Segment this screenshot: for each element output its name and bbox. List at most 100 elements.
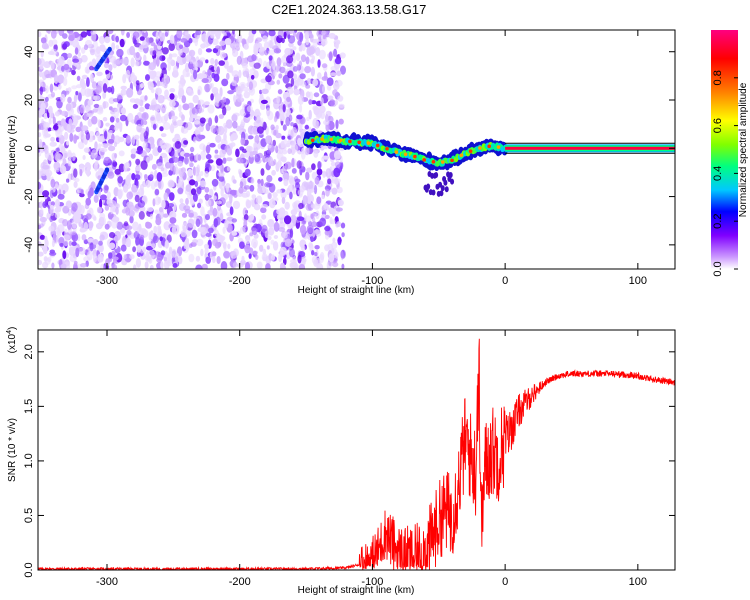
noise-blob (38, 152, 42, 157)
noise-blob (171, 248, 177, 259)
noise-blob (250, 177, 255, 184)
snr-background (38, 330, 675, 570)
noise-blob (108, 242, 116, 250)
noise-blob (229, 64, 234, 74)
noise-blob (168, 192, 175, 201)
noise-blob (195, 134, 203, 142)
noise-blob (115, 207, 119, 215)
noise-blob (257, 186, 264, 194)
noise-blob (322, 155, 330, 160)
noise-blob (42, 201, 47, 209)
track-leak (444, 186, 449, 193)
noise-blob (279, 66, 286, 74)
noise-blob (204, 248, 209, 255)
noise-blob (104, 223, 110, 230)
noise-blob (225, 105, 231, 111)
noise-blob (70, 231, 77, 236)
noise-blob (103, 62, 109, 69)
noise-blob (130, 148, 138, 155)
noise-blob (306, 194, 312, 205)
noise-blob (140, 234, 145, 240)
y-tick-label: 1.5 (23, 399, 35, 414)
noise-blob (38, 190, 43, 196)
noise-blob (200, 226, 208, 236)
noise-blob (39, 200, 44, 210)
noise-blob (115, 117, 120, 123)
noise-blob (214, 229, 219, 237)
noise-blob (308, 46, 315, 55)
noise-blob (108, 200, 117, 208)
noise-blob (192, 239, 199, 244)
noise-blob (332, 89, 338, 96)
noise-blob (181, 212, 188, 218)
noise-blob (205, 214, 210, 221)
noise-blob (257, 178, 261, 185)
noise-blob (183, 152, 191, 158)
noise-blob (40, 50, 44, 58)
noise-blob (155, 217, 162, 226)
noise-blob (49, 189, 54, 199)
noise-blob (287, 70, 294, 79)
noise-blob (44, 144, 49, 155)
noise-blob (81, 234, 87, 241)
noise-blob (160, 167, 165, 172)
noise-blob (47, 152, 54, 161)
noise-blob (204, 163, 212, 172)
track-hotspot (422, 158, 426, 162)
noise-blob (39, 234, 46, 240)
noise-blob (205, 144, 211, 154)
noise-blob (159, 209, 165, 219)
noise-blob (231, 218, 237, 223)
noise-blob (226, 157, 233, 162)
noise-blob (49, 207, 55, 217)
noise-blob (248, 253, 252, 259)
noise-blob (240, 83, 245, 89)
noise-blob (54, 152, 61, 162)
noise-blob (129, 215, 134, 224)
noise-blob (136, 226, 141, 234)
noise-blob (240, 121, 245, 127)
noise-blob (182, 55, 187, 65)
noise-blob (301, 147, 305, 155)
noise-blob (99, 194, 107, 201)
noise-blob (249, 151, 254, 158)
noise-blob (169, 210, 177, 220)
noise-blob (231, 231, 238, 236)
noise-blob (290, 77, 295, 87)
noise-blob (140, 160, 148, 171)
figure-title: C2E1.2024.363.13.58.G17 (272, 2, 427, 17)
track-leak (438, 181, 443, 188)
noise-blob (143, 54, 147, 63)
noise-blob (332, 237, 336, 243)
noise-blob (102, 83, 108, 93)
noise-blob (304, 215, 312, 223)
noise-blob (144, 103, 151, 110)
colorbar-tick-label: 0.4 (712, 166, 724, 181)
noise-blob (140, 83, 145, 89)
noise-blob (141, 228, 147, 236)
noise-blob (115, 44, 120, 50)
noise-blob (188, 49, 196, 57)
noise-blob (98, 240, 103, 246)
noise-blob (197, 99, 205, 105)
noise-blob (183, 140, 189, 145)
streak-blob (107, 46, 112, 52)
track-hotspot (450, 158, 454, 163)
noise-blob (239, 226, 246, 234)
noise-blob (59, 242, 64, 248)
noise-blob (209, 142, 216, 148)
noise-blob (312, 78, 319, 87)
noise-blob (82, 155, 86, 160)
noise-blob (181, 95, 187, 104)
noise-blob (192, 94, 199, 104)
noise-blob (113, 126, 119, 131)
noise-blob (98, 143, 102, 150)
noise-blob (111, 219, 118, 229)
noise-blob (202, 103, 206, 109)
noise-blob (104, 185, 109, 191)
noise-blob (189, 152, 195, 162)
noise-blob (163, 192, 168, 201)
noise-blob (283, 31, 287, 40)
band-core (505, 146, 675, 150)
noise-blob (264, 182, 272, 188)
